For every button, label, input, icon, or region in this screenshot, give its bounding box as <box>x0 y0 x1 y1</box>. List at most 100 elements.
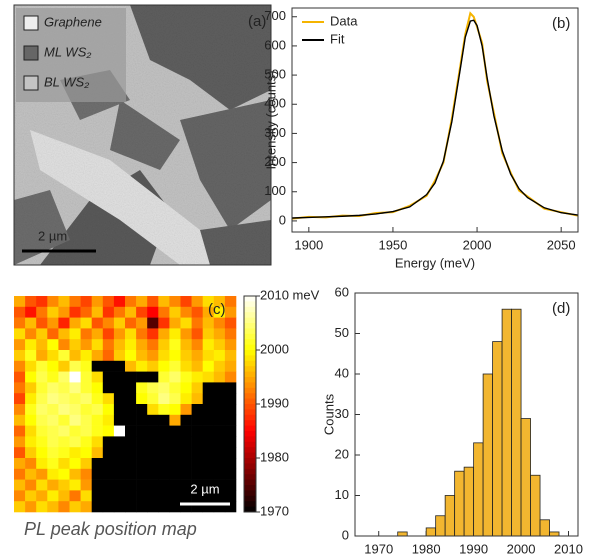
heatmap-cell <box>113 350 126 362</box>
heatmap-cell <box>80 393 92 405</box>
heatmap-cell <box>91 317 104 329</box>
heatmap-cell <box>147 436 159 448</box>
heatmap-cell <box>47 404 59 416</box>
scale-bar-label: 2 µm <box>38 228 67 243</box>
heatmap-cell <box>69 436 81 448</box>
heatmap-cell <box>125 458 137 470</box>
heatmap-cell <box>102 328 115 340</box>
heatmap-cell <box>169 479 181 491</box>
heatmap-cell <box>147 360 159 372</box>
heatmap-cell <box>125 360 137 372</box>
histogram-bar <box>463 466 475 537</box>
heatmap-cell <box>25 436 37 448</box>
heatmap-cell <box>202 306 215 318</box>
colorbar-segment <box>244 301 256 308</box>
heatmap-cell <box>191 317 203 329</box>
heatmap-cell <box>169 393 181 405</box>
heatmap-cell <box>202 436 215 448</box>
heatmap-cell <box>36 393 48 405</box>
heatmap-cell <box>136 393 148 405</box>
heatmap-cell <box>125 350 137 362</box>
heatmap-cell <box>47 350 59 362</box>
heatmap-cell <box>47 382 59 394</box>
heatmap-cell <box>58 414 70 426</box>
heatmap-cell <box>125 436 137 448</box>
heatmap-cell <box>80 436 92 448</box>
heatmap-cell <box>25 339 37 351</box>
heatmap-cell <box>158 393 170 405</box>
heatmap-cell <box>191 382 203 394</box>
heatmap-cell <box>58 458 70 470</box>
heatmap-cell <box>113 425 126 437</box>
heatmap-cell <box>213 328 226 340</box>
heatmap-cell <box>25 296 37 308</box>
heatmap-cell <box>36 317 48 329</box>
heatmap-cell <box>102 306 115 318</box>
heatmap-cell <box>91 490 104 502</box>
colorbar-segment <box>244 387 256 394</box>
heatmap-cell <box>58 393 70 405</box>
heatmap-cell <box>80 458 92 470</box>
heatmap-cell <box>113 393 126 405</box>
heatmap-cell <box>158 436 170 448</box>
heatmap-cell <box>213 317 226 329</box>
legend-label: BL WS₂ <box>44 74 89 89</box>
colorbar-tick-label: 2000 <box>260 341 289 356</box>
heatmap-cell <box>224 490 237 502</box>
series-line <box>291 19 579 219</box>
x-tick-label: 2000 <box>463 237 492 252</box>
y-tick-label: 60 <box>335 284 349 299</box>
heatmap-cell <box>158 339 170 351</box>
colorbar-tick-label: 2010 meV <box>260 287 320 302</box>
heatmap-cell <box>224 393 237 405</box>
heatmap-cell <box>91 468 104 480</box>
colorbar-segment <box>244 398 256 405</box>
heatmap-cell <box>47 328 59 340</box>
y-tick-label: 0 <box>279 212 286 227</box>
heatmap-cell <box>202 317 215 329</box>
heatmap-cell <box>213 436 226 448</box>
heatmap-cell <box>47 393 59 405</box>
histogram-bar <box>425 527 437 537</box>
x-tick-label: 2050 <box>547 237 576 252</box>
heatmap-cell <box>91 393 104 405</box>
heatmap-cell <box>102 414 115 426</box>
heatmap-cell <box>136 447 148 459</box>
heatmap-cell <box>224 436 237 448</box>
heatmap-cell <box>202 404 215 416</box>
heatmap-cell <box>69 339 81 351</box>
heatmap-cell <box>36 350 48 362</box>
heatmap-cell <box>102 436 115 448</box>
heatmap-cell <box>14 339 26 351</box>
colorbar-tick-label: 1970 <box>260 503 289 518</box>
x-axis-label: Energy (meV) <box>395 255 475 270</box>
heatmap-cell <box>125 447 137 459</box>
heatmap-cell <box>113 501 126 513</box>
y-tick-label: 100 <box>264 183 286 198</box>
heatmap-cell <box>14 479 26 491</box>
heatmap-cell <box>213 414 226 426</box>
heatmap-cell <box>47 468 59 480</box>
heatmap-cell <box>224 328 237 340</box>
heatmap-cell <box>147 382 159 394</box>
heatmap-cell <box>169 306 181 318</box>
heatmap-cell <box>180 339 192 351</box>
heatmap-cell <box>102 468 115 480</box>
heatmap-cell <box>36 425 48 437</box>
heatmap-cell <box>102 501 115 513</box>
caption: PL peak position map <box>24 519 197 539</box>
heatmap-cell <box>191 468 203 480</box>
heatmap-cell <box>224 339 237 351</box>
heatmap-cell <box>147 458 159 470</box>
heatmap-cell <box>36 339 48 351</box>
colorbar-segment <box>244 490 256 497</box>
heatmap-cell <box>125 317 137 329</box>
heatmap-cell <box>69 468 81 480</box>
heatmap-cell <box>25 360 37 372</box>
heatmap-cell <box>202 360 215 372</box>
heatmap-cell <box>147 414 159 426</box>
heatmap-cell <box>102 371 115 383</box>
heatmap-cell <box>47 360 59 372</box>
heatmap-cell <box>69 393 81 405</box>
heatmap-cell <box>91 425 104 437</box>
